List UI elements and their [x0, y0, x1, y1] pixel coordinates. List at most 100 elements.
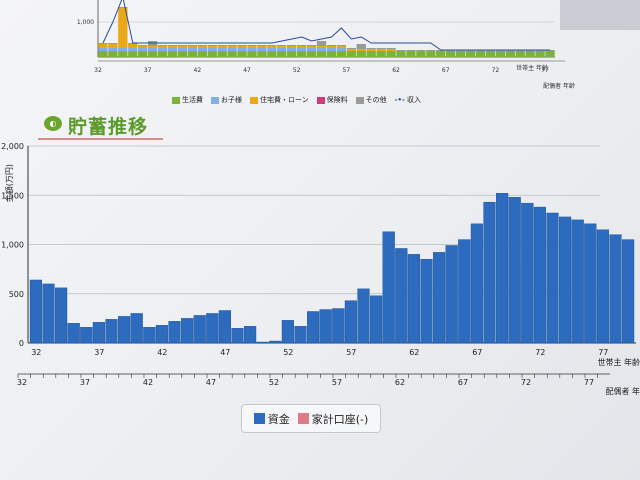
x-tick-label-2: 67	[458, 378, 468, 387]
top-bar-segment	[326, 51, 337, 57]
bar	[80, 327, 93, 344]
top-bar-segment	[138, 48, 148, 51]
top-bar-segment	[187, 45, 198, 46]
top-bar-segment	[187, 51, 198, 57]
x-tick-label: 77	[598, 348, 608, 357]
paper-edge	[560, 0, 640, 30]
top-bar-segment	[316, 51, 327, 57]
bar	[231, 328, 244, 344]
legend-label-account: 家計口座(-)	[311, 412, 369, 426]
top-bar-segment	[108, 44, 118, 48]
top-x-tick: 67	[442, 67, 450, 74]
top-bar-segment	[118, 8, 128, 48]
top-bar-segment	[545, 50, 555, 51]
top-bar-segment	[177, 46, 188, 48]
top-bar-segment	[167, 46, 178, 48]
top-bar-segment	[416, 51, 426, 57]
bar	[256, 341, 269, 344]
bar	[130, 313, 143, 344]
top-income-line	[102, 0, 550, 51]
top-bar-segment	[197, 46, 207, 48]
top-axis-label-1: 世帯主 年齢	[516, 64, 548, 72]
bar	[533, 206, 547, 344]
x-tick-label: 32	[31, 348, 41, 357]
top-x-tick: 42	[194, 67, 202, 74]
top-bar-segment	[316, 41, 327, 46]
bar	[546, 212, 559, 344]
top-bar-segment	[306, 51, 317, 57]
bar	[521, 202, 534, 344]
top-x-tick: 32	[94, 67, 102, 74]
top-bar-segment	[147, 46, 158, 48]
x-tick-label-2: 37	[80, 378, 90, 387]
top-legend: 生活費 お子様 住宅費・ローン 保険料 その他 -•- 収入	[172, 94, 421, 106]
x-tick-label-2: 47	[206, 378, 216, 387]
top-bar-segment	[416, 50, 426, 51]
legend-item-funds: 資金	[253, 411, 290, 427]
bar	[29, 279, 43, 344]
bar	[143, 327, 156, 344]
top-bar-segment	[465, 51, 476, 57]
top-bar-segment	[386, 51, 396, 57]
top-bar-segment	[277, 51, 287, 57]
top-bar-segment	[346, 51, 357, 57]
top-bar-segment	[98, 48, 108, 51]
top-bar-segment	[306, 45, 317, 46]
x-tick-label-2: 57	[332, 378, 342, 387]
top-bar-segment	[217, 48, 227, 51]
top-x-tick: 57	[343, 67, 351, 74]
top-bar-segment	[98, 43, 108, 44]
top-bar-segment	[267, 48, 277, 51]
legend-item-account: 家計口座(-)	[297, 411, 369, 427]
top-bar-segment	[167, 51, 178, 57]
top-bar-segment	[187, 48, 198, 51]
top-bar-segment	[157, 46, 168, 48]
top-bar-segment	[217, 45, 227, 46]
top-bar-segment	[98, 51, 108, 57]
y-tick-label: 0	[19, 339, 24, 348]
top-bar-segment	[118, 51, 128, 57]
top-bar-segment	[257, 46, 267, 48]
legend-swatch-funds	[253, 413, 265, 424]
top-bar-segment	[475, 51, 486, 57]
top-bar-segment	[515, 51, 525, 57]
top-x-tick: 52	[293, 67, 301, 74]
title-underline	[38, 138, 163, 140]
top-bar-segment	[376, 51, 386, 57]
top-x-tick: 72	[492, 67, 500, 74]
top-bar-segment	[207, 51, 217, 57]
top-bar-segment	[247, 45, 257, 46]
top-bar-segment	[366, 49, 376, 51]
bar	[622, 239, 635, 344]
top-bar-segment	[197, 45, 207, 46]
x-tick-label: 47	[220, 348, 230, 357]
top-bar-segment	[336, 46, 347, 48]
bar	[470, 223, 484, 344]
top-bar-segment	[336, 45, 347, 46]
top-bar-segment	[227, 46, 237, 48]
top-bar-segment	[426, 51, 436, 57]
top-x-tick: 77	[541, 67, 549, 74]
top-bar-segment	[287, 46, 297, 48]
bar	[483, 201, 496, 344]
bar	[496, 193, 509, 344]
top-bar-segment	[326, 45, 337, 46]
x-tick-label-2: 77	[584, 378, 594, 387]
top-bar-segment	[505, 51, 515, 57]
bar	[370, 295, 383, 344]
top-bar-segment	[525, 51, 535, 57]
top-bar-segment	[237, 46, 247, 48]
top-bar-segment	[118, 48, 128, 51]
section-icon: ◐	[44, 116, 62, 131]
top-bar-segment	[296, 46, 307, 48]
x-tick-label: 52	[283, 348, 293, 357]
x-tick-label: 37	[94, 348, 104, 357]
top-bar-segment	[326, 46, 337, 48]
x-axis-label-2: 配偶者 年	[605, 386, 640, 396]
top-bar-segment	[277, 45, 287, 46]
top-bar-segment	[128, 51, 138, 57]
top-legend-item: 生活費	[172, 95, 203, 105]
top-legend-item: その他	[355, 95, 387, 105]
top-bar-segment	[267, 46, 277, 48]
top-bar-segment	[545, 51, 555, 57]
